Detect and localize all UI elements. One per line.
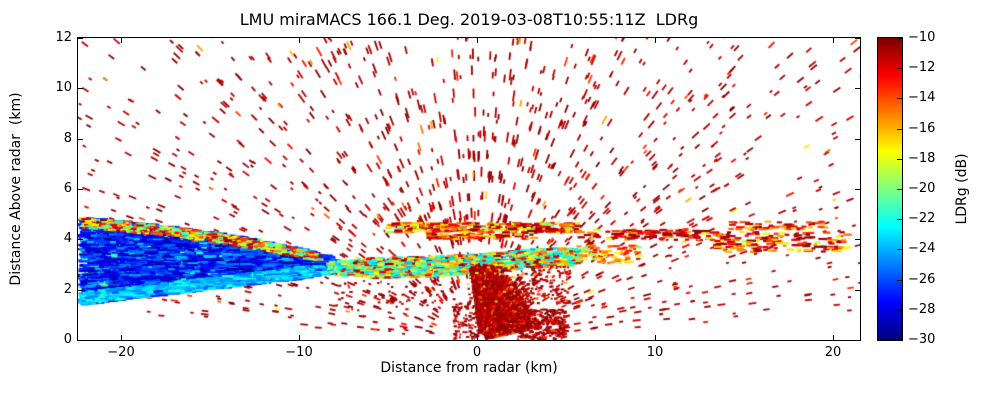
colorbar-tick-mark (897, 219, 902, 220)
x-tick-mark-top (121, 38, 122, 43)
y-tick-label: 4 (63, 231, 72, 246)
y-tick-label: 12 (55, 30, 72, 45)
x-tick-mark-top (477, 38, 478, 43)
colorbar-tick-mark (897, 68, 902, 69)
colorbar-tick-mark (897, 249, 902, 250)
colorbar-tick-label: −28 (908, 302, 936, 317)
y-tick-mark-right (855, 139, 860, 140)
plot-title: LMU miraMACS 166.1 Deg. 2019-03-08T10:55… (239, 10, 699, 29)
x-tick-mark-top (655, 38, 656, 43)
y-tick-label: 0 (63, 332, 72, 347)
x-tick-label: 0 (472, 345, 482, 360)
x-tick-label: −20 (107, 345, 135, 360)
x-tick-mark (477, 335, 478, 340)
colorbar-tick-mark (897, 38, 902, 39)
colorbar-tick-label: −24 (908, 241, 936, 256)
y-tick-mark (78, 290, 83, 291)
y-tick-mark (78, 38, 83, 39)
y-tick-mark (78, 88, 83, 89)
colorbar-tick-mark (897, 129, 902, 130)
y-tick-label: 6 (63, 181, 72, 196)
colorbar-label: LDRg (dB) (954, 153, 970, 225)
colorbar-tick-mark (897, 98, 902, 99)
x-tick-mark-top (833, 38, 834, 43)
y-tick-mark-right (855, 340, 860, 341)
y-tick-mark-right (855, 189, 860, 190)
x-tick-mark-top (299, 38, 300, 43)
colorbar-tick-mark (897, 310, 902, 311)
x-tick-mark (299, 335, 300, 340)
y-tick-mark (78, 189, 83, 190)
y-tick-mark-right (855, 290, 860, 291)
colorbar-tick-mark (897, 189, 902, 190)
y-tick-label: 2 (63, 282, 72, 297)
colorbar-tick-mark (897, 159, 902, 160)
colorbar-tick-mark (897, 339, 902, 340)
colorbar-tick-label: −14 (908, 90, 936, 105)
x-tick-label: 10 (646, 345, 664, 360)
x-tick-mark (655, 335, 656, 340)
y-tick-mark-right (855, 38, 860, 39)
colorbar-tick-label: −30 (908, 332, 936, 347)
colorbar-tick-label: −16 (908, 121, 936, 136)
x-tick-mark (121, 335, 122, 340)
x-axis-label: Distance from radar (km) (380, 360, 558, 376)
y-tick-label: 8 (63, 131, 72, 146)
x-tick-label: 20 (824, 345, 842, 360)
y-tick-mark (78, 340, 83, 341)
radar-heatmap-canvas (78, 38, 860, 340)
colorbar-tick-label: −26 (908, 272, 936, 287)
colorbar-tick-label: −12 (908, 60, 936, 75)
colorbar-tick-label: −10 (908, 30, 936, 45)
colorbar-tick-label: −20 (908, 181, 936, 196)
y-tick-label: 10 (55, 80, 72, 95)
y-tick-mark-right (855, 239, 860, 240)
y-tick-mark (78, 239, 83, 240)
plot-axes-frame (77, 37, 861, 341)
y-tick-mark (78, 139, 83, 140)
colorbar-tick-label: −18 (908, 151, 936, 166)
colorbar-frame (877, 37, 903, 341)
colorbar-tick-mark (897, 280, 902, 281)
x-tick-mark (833, 335, 834, 340)
y-tick-mark-right (855, 88, 860, 89)
x-tick-label: −10 (285, 345, 313, 360)
colorbar-tick-label: −22 (908, 211, 936, 226)
y-axis-label: Distance Above radar (km) (8, 92, 24, 286)
